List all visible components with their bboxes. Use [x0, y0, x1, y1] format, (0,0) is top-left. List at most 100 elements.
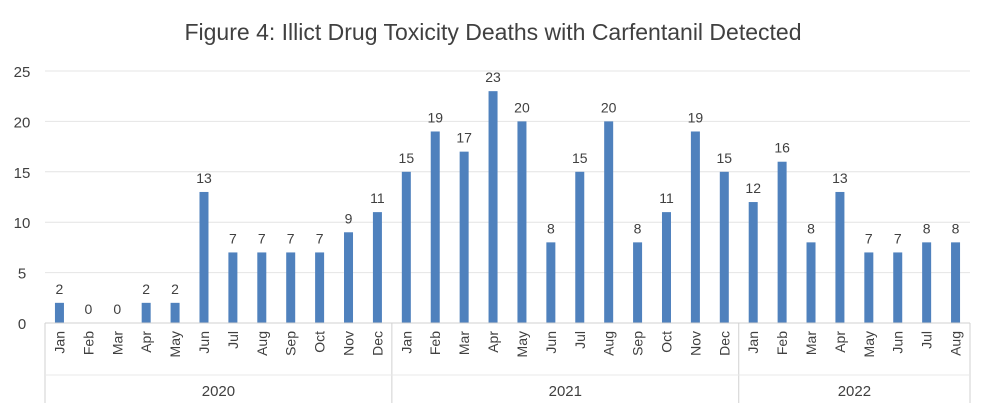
bar — [604, 121, 614, 324]
data-label: 2 — [171, 281, 179, 297]
x-tick-label: Feb — [427, 331, 443, 355]
x-tick-label: Mar — [109, 331, 125, 355]
data-label: 7 — [258, 230, 266, 246]
bar — [257, 252, 267, 323]
data-label: 2 — [142, 281, 150, 297]
gridlines — [45, 70, 970, 274]
data-label: 8 — [807, 220, 815, 236]
data-label: 12 — [745, 180, 761, 196]
x-tick-label: Dec — [369, 331, 385, 356]
bar — [401, 171, 411, 323]
y-tick-label: 10 — [14, 215, 31, 232]
x-tick-label: Sep — [283, 331, 299, 356]
year-label: 2022 — [838, 383, 871, 400]
bar — [430, 131, 440, 323]
data-label: 15 — [717, 150, 733, 166]
x-tick-label: Oct — [658, 331, 674, 353]
data-label: 9 — [345, 210, 353, 226]
data-label: 19 — [427, 109, 443, 125]
bar — [546, 242, 556, 323]
bar — [141, 302, 151, 323]
x-tick-label: Dec — [716, 331, 732, 356]
x-tick-label: Nov — [687, 331, 703, 356]
bar — [748, 202, 758, 323]
year-label: 2021 — [549, 383, 582, 400]
x-tick-label: Nov — [341, 331, 357, 356]
data-label: 0 — [113, 301, 121, 317]
data-label: 7 — [865, 230, 873, 246]
bar — [806, 242, 816, 323]
x-tick-label: Aug — [948, 331, 964, 356]
x-tick-label: Apr — [485, 331, 501, 353]
data-label: 7 — [894, 230, 902, 246]
data-label: 7 — [316, 230, 324, 246]
data-label: 8 — [634, 220, 642, 236]
bar — [199, 191, 209, 323]
bar — [864, 252, 874, 323]
data-label: 8 — [923, 220, 931, 236]
x-tick-label: May — [514, 331, 530, 357]
x-tick-label: Jan — [51, 331, 67, 354]
x-tick-label: May — [167, 331, 183, 357]
bar — [315, 252, 325, 323]
bar — [517, 121, 527, 324]
data-label: 0 — [84, 301, 92, 317]
data-label: 8 — [547, 220, 555, 236]
bar — [286, 252, 296, 323]
bar — [170, 302, 180, 323]
data-label: 17 — [456, 130, 472, 146]
bar — [835, 191, 845, 323]
bar — [228, 252, 238, 323]
y-tick-label: 25 — [14, 64, 31, 81]
data-label: 20 — [514, 99, 530, 115]
y-axis: 0 5 10 15 20 25 — [14, 64, 31, 333]
x-tick-label: Jun — [543, 331, 559, 354]
bar — [459, 151, 469, 323]
data-label: 13 — [832, 170, 848, 186]
data-label: 19 — [688, 109, 704, 125]
y-tick-label: 20 — [14, 114, 31, 131]
x-tick-label: Jul — [919, 331, 935, 349]
x-tick-label: Jun — [890, 331, 906, 354]
x-tick-label: Aug — [601, 331, 617, 356]
x-tick-label: Apr — [138, 331, 154, 353]
data-label: 13 — [196, 170, 212, 186]
bar — [54, 302, 64, 323]
x-tick-label: Jul — [572, 331, 588, 349]
bar — [951, 242, 961, 323]
bar — [575, 171, 585, 323]
data-label: 11 — [659, 190, 674, 206]
x-axis: Jan Feb Mar Apr May Jun Jul Aug Sep Oct Nov Dec 2020… — [44, 322, 971, 403]
bar — [344, 232, 354, 323]
data-label: 11 — [370, 190, 385, 206]
bar — [488, 91, 498, 323]
data-label: 7 — [287, 230, 295, 246]
x-tick-label: Jan — [398, 331, 414, 354]
data-label: 16 — [774, 140, 790, 156]
data-label: 15 — [399, 150, 415, 166]
data-label: 15 — [572, 150, 588, 166]
x-tick-label: Mar — [803, 331, 819, 355]
data-label: 2 — [56, 281, 64, 297]
y-tick-label: 5 — [18, 266, 26, 283]
bar — [777, 161, 787, 323]
x-tick-label: Aug — [254, 331, 270, 356]
bar — [922, 242, 932, 323]
y-tick-label: 15 — [14, 165, 31, 182]
data-label: 20 — [601, 99, 617, 115]
bar — [661, 212, 671, 323]
x-tick-label: May — [861, 331, 877, 357]
data-label: 8 — [952, 220, 960, 236]
x-tick-label: Oct — [312, 331, 328, 353]
bar — [893, 252, 903, 323]
x-tick-label: Feb — [774, 331, 790, 355]
data-label: 23 — [485, 69, 501, 85]
bar — [719, 171, 729, 323]
x-tick-label: Apr — [832, 331, 848, 353]
data-label: 7 — [229, 230, 237, 246]
x-tick-label: Jun — [196, 331, 212, 354]
bar — [690, 131, 700, 323]
year-label: 2020 — [202, 383, 235, 400]
